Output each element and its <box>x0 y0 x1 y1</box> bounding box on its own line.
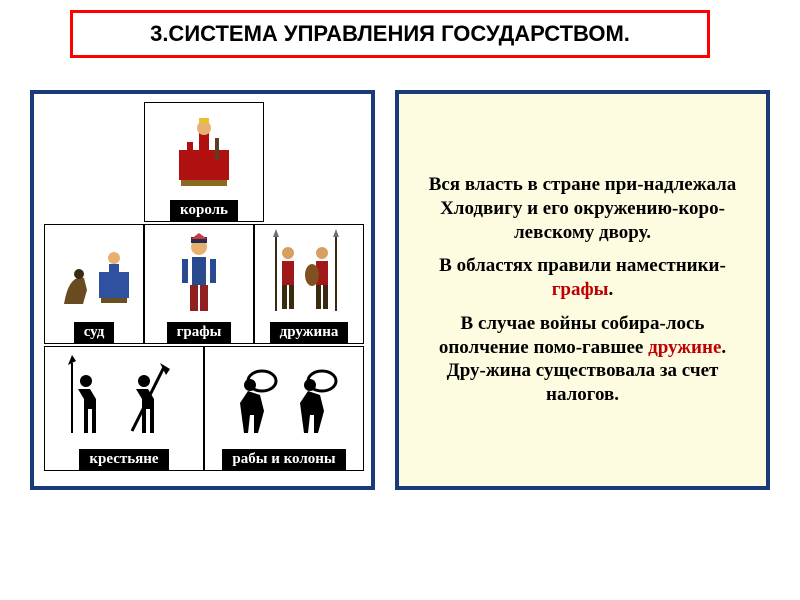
description-text: Вся власть в стране при-надлежала Хлодви… <box>395 90 770 490</box>
p2-tail: . <box>608 279 613 300</box>
cell-court: суд <box>44 224 144 344</box>
hierarchy-diagram: король суд <box>30 90 375 490</box>
slide-title: 3.СИСТЕМА УПРАВЛЕНИЯ ГОСУДАРСТВОМ. <box>70 10 710 58</box>
label-slaves: рабы и колоны <box>222 449 345 470</box>
paragraph-1: Вся власть в стране при-надлежала Хлодви… <box>417 173 748 244</box>
cell-druzhina: дружина <box>254 224 364 344</box>
content-row: король суд <box>30 90 770 490</box>
label-druzhina: дружина <box>270 322 349 343</box>
label-king: король <box>170 200 238 221</box>
slaves-figure <box>205 347 363 449</box>
label-court: суд <box>74 322 115 343</box>
paragraph-3: В случае войны собира-лось ополчение пом… <box>417 312 748 407</box>
red-word-counts: графы <box>552 279 609 300</box>
king-figure <box>145 103 263 200</box>
red-word-druzhina: дружине <box>648 337 721 358</box>
cell-slaves: рабы и колоны <box>204 346 364 471</box>
cell-peasants: крестьяне <box>44 346 204 471</box>
counts-figure <box>145 225 253 322</box>
label-peasants: крестьяне <box>79 449 168 470</box>
cell-counts: графы <box>144 224 254 344</box>
label-counts: графы <box>167 322 232 343</box>
druzhina-figure <box>255 225 363 322</box>
p2-lead: В областях правили наместники- <box>439 255 726 276</box>
paragraph-2: В областях правили наместники-графы. <box>417 254 748 302</box>
cell-king: король <box>144 102 264 222</box>
peasants-figure <box>45 347 203 449</box>
court-figure <box>45 225 143 322</box>
